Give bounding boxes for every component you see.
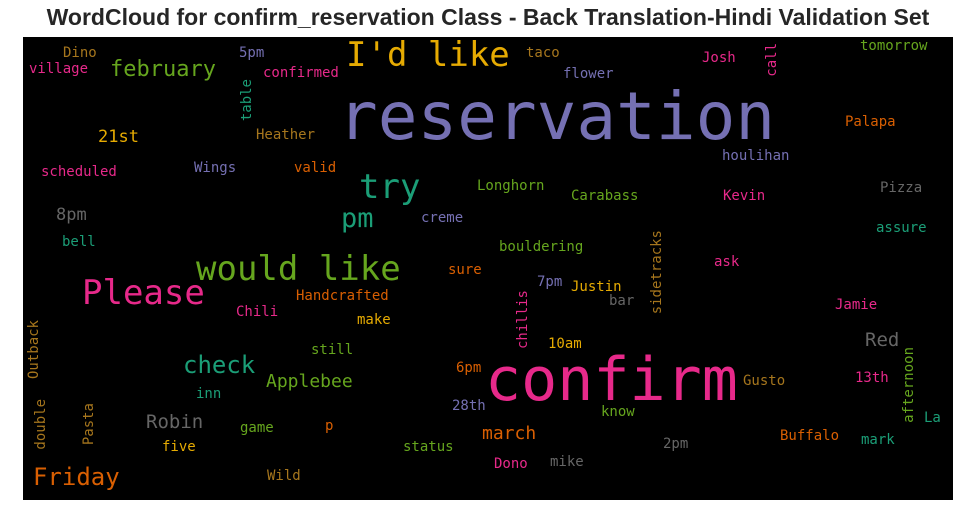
word-la: La xyxy=(924,410,941,426)
word-ask: ask xyxy=(714,254,740,270)
word-longhorn: Longhorn xyxy=(477,178,545,194)
word-7pm: 7pm xyxy=(537,274,563,290)
word-afternoon: afternoon xyxy=(901,347,917,423)
word-table: table xyxy=(239,79,255,122)
word-josh: Josh xyxy=(702,50,736,66)
word-13th: 13th xyxy=(855,370,889,386)
word-10am: 10am xyxy=(548,336,582,352)
chart-title: WordCloud for confirm_reservation Class … xyxy=(46,4,930,30)
word-6pm: 6pm xyxy=(456,360,482,376)
word-bouldering: bouldering xyxy=(499,239,584,255)
word-jamie: Jamie xyxy=(835,297,878,313)
word-confirm: confirm xyxy=(485,345,738,415)
word-assure: assure xyxy=(876,220,927,236)
word-make: make xyxy=(357,312,391,328)
word-red: Red xyxy=(865,329,900,351)
word-double: double xyxy=(33,399,49,450)
word-28th: 28th xyxy=(452,398,486,414)
word-please: Please xyxy=(82,273,205,313)
word-would-like: would like xyxy=(196,249,401,289)
word-p: p xyxy=(325,418,334,434)
word-dono: Dono xyxy=(494,456,528,472)
word-handcrafted: Handcrafted xyxy=(296,288,389,304)
word-bell: bell xyxy=(62,234,96,250)
word-reservation: reservation xyxy=(338,78,776,155)
word-scheduled: scheduled xyxy=(41,164,117,180)
word-dino: Dino xyxy=(63,45,97,61)
word-village: village xyxy=(29,61,89,77)
word-carabass: Carabass xyxy=(571,188,639,204)
word-five: five xyxy=(162,439,196,455)
word-pm: pm xyxy=(341,203,374,234)
word-palapa: Palapa xyxy=(845,114,896,130)
word-kevin: Kevin xyxy=(723,188,766,204)
word-chillis: chillis xyxy=(515,290,531,350)
word-21st: 21st xyxy=(98,127,139,147)
word-pasta: Pasta xyxy=(81,403,97,446)
word-know: know xyxy=(601,404,635,420)
word-inn: inn xyxy=(196,386,222,402)
word-bar: bar xyxy=(609,293,635,309)
word-friday: Friday xyxy=(33,463,120,491)
word-wings: Wings xyxy=(194,160,237,176)
word-robin: Robin xyxy=(146,411,204,433)
word-heather: Heather xyxy=(256,127,316,143)
word-outback: Outback xyxy=(26,320,42,380)
word-game: game xyxy=(240,420,274,436)
word-mark: mark xyxy=(861,432,895,448)
word-check: check xyxy=(183,351,256,379)
word-justin: Justin xyxy=(571,279,622,295)
word-applebee: Applebee xyxy=(266,371,353,392)
word-houlihan: houlihan xyxy=(722,148,790,164)
word-chili: Chili xyxy=(236,304,279,320)
word-pizza: Pizza xyxy=(880,180,923,196)
word-confirmed: confirmed xyxy=(263,65,339,81)
word-march: march xyxy=(482,423,537,444)
word-call: call xyxy=(764,43,780,77)
word-still: still xyxy=(311,342,354,358)
word-mike: mike xyxy=(550,454,584,470)
word-flower: flower xyxy=(563,66,614,82)
word-february: february xyxy=(110,57,216,82)
word-valid: valid xyxy=(294,160,337,176)
word-creme: creme xyxy=(421,210,464,226)
word-sure: sure xyxy=(448,262,482,278)
word-sidetracks: sidetracks xyxy=(649,230,665,315)
word-buffalo: Buffalo xyxy=(780,428,840,444)
word-status: status xyxy=(403,439,454,455)
word-tomorrow: tomorrow xyxy=(860,38,928,54)
word-try: try xyxy=(359,167,421,207)
word-cloud: reservation confirm I'd like would like … xyxy=(23,37,953,500)
word-taco: taco xyxy=(526,45,560,61)
word-2pm: 2pm xyxy=(663,436,689,452)
word-8pm: 8pm xyxy=(56,205,87,225)
word-wild: Wild xyxy=(267,468,301,484)
word-i-d-like: I'd like xyxy=(346,37,510,75)
word-gusto: Gusto xyxy=(743,373,786,389)
word-5pm: 5pm xyxy=(239,45,265,61)
